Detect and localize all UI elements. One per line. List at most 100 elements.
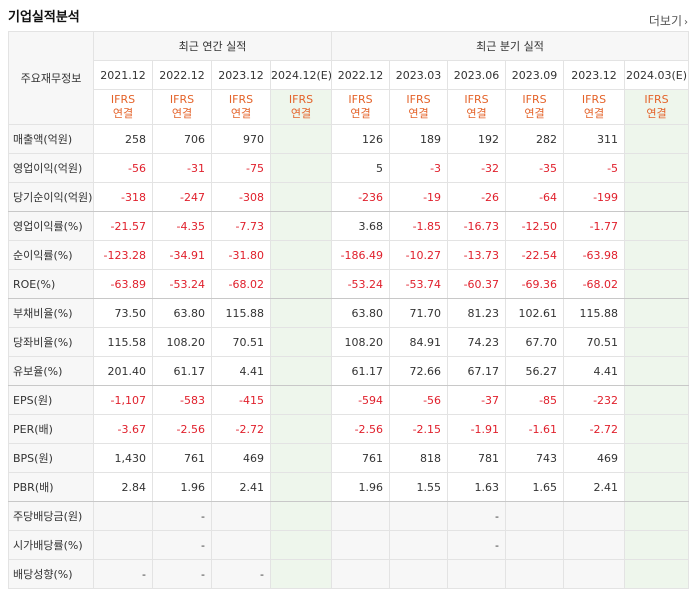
table-cell: 5: [331, 153, 391, 183]
table-cell: 67.70: [505, 327, 565, 357]
table-cell: [624, 414, 690, 444]
table-cell: [331, 501, 391, 531]
table-row: 당좌비율(%) 115.58 108.20 70.51 108.20 84.91 74.23…: [8, 327, 690, 357]
table-cell: [269, 240, 333, 270]
table-cell: [505, 530, 565, 560]
table-cell: [624, 443, 690, 473]
row-label: 부채비율(%): [8, 298, 94, 328]
basis-consolidated: 연결: [112, 107, 134, 120]
table-cell: -13.73: [447, 240, 507, 270]
table-cell: -63.89: [93, 269, 153, 299]
table-cell: 63.80: [152, 298, 212, 328]
table-cell: [93, 501, 153, 531]
table-cell: -19: [389, 182, 449, 212]
table-cell: [269, 559, 333, 589]
table-cell: -3: [389, 153, 449, 183]
table-row: PBR(배) 2.84 1.96 2.41 1.96 1.55 1.63 1.65 2.41: [8, 472, 690, 502]
table-cell: [624, 124, 690, 154]
table-cell: 3.68: [331, 211, 391, 241]
financial-table: 주요재무정보 최근 연간 실적 최근 분기 실적 2021.12 2022.12 2…: [8, 31, 690, 589]
table-cell: [269, 153, 333, 183]
table-cell: 61.17: [331, 356, 391, 386]
table-cell: 761: [152, 443, 212, 473]
basis-consolidated: 연결: [171, 107, 193, 120]
period-header: 2022.12: [152, 60, 212, 90]
table-cell: -56: [93, 153, 153, 183]
table-cell: [624, 298, 690, 328]
table-cell: [269, 530, 333, 560]
table-cell: [505, 559, 565, 589]
table-cell: [624, 153, 690, 183]
table-cell: 2.41: [211, 472, 271, 502]
table-row: PER(배) -3.67 -2.56 -2.72 -2.56 -2.15 -1.91 -1.6…: [8, 414, 690, 444]
table-cell: [389, 559, 449, 589]
period-header: 2022.12: [331, 60, 391, 90]
table-cell: -123.28: [93, 240, 153, 270]
table-cell: 706: [152, 124, 212, 154]
table-cell: 81.23: [447, 298, 507, 328]
row-label: PER(배): [8, 414, 94, 444]
table-cell: 781: [447, 443, 507, 473]
table-cell: -: [152, 530, 212, 560]
more-link[interactable]: 더보기 ›: [649, 12, 688, 29]
table-cell: 84.91: [389, 327, 449, 357]
section-title: 기업실적분석: [8, 10, 80, 25]
table-cell: 73.50: [93, 298, 153, 328]
table-cell: 2.41: [563, 472, 626, 502]
basis-consolidated: 연결: [290, 107, 312, 120]
table-cell: 1.96: [331, 472, 391, 502]
table-cell: [624, 269, 690, 299]
table-cell: 61.17: [152, 356, 212, 386]
table-cell: [269, 124, 333, 154]
table-cell: 818: [389, 443, 449, 473]
table-cell: [269, 414, 333, 444]
annual-group-header: 최근 연간 실적: [92, 31, 333, 61]
table-cell: [389, 530, 449, 560]
basis-ifrs: IFRS: [644, 93, 669, 106]
table-row: 부채비율(%) 73.50 63.80 115.88 63.80 71.70 81.23 10…: [8, 298, 690, 328]
table-cell: [624, 182, 690, 212]
basis-ifrs: IFRS: [464, 93, 489, 106]
basis-consolidated: 연결: [408, 107, 429, 120]
row-label: 배당성향(%): [8, 559, 94, 589]
table-cell: -2.15: [389, 414, 449, 444]
table-cell: -: [93, 559, 153, 589]
table-cell: 71.70: [389, 298, 449, 328]
table-cell: [624, 240, 690, 270]
table-cell: 72.66: [389, 356, 449, 386]
basis-header: IFRS 연결: [331, 89, 391, 125]
table-cell: 761: [331, 443, 391, 473]
table-row: BPS(원) 1,430 761 469 761 818 781 743 469: [8, 443, 690, 473]
table-row: 주당배당금(원) - -: [8, 501, 690, 531]
basis-header: IFRS 연결: [93, 89, 153, 125]
table-cell: 311: [563, 124, 626, 154]
table-row: 매출액(억원) 258 706 970 126 189 192 282 311: [8, 124, 690, 154]
table-cell: [269, 472, 333, 502]
basis-ifrs: IFRS: [169, 93, 195, 106]
table-cell: 70.51: [563, 327, 626, 357]
table-cell: [624, 327, 690, 357]
basis-consolidated: 연결: [466, 107, 487, 120]
basis-ifrs: IFRS: [406, 93, 431, 106]
table-cell: 115.88: [211, 298, 271, 328]
table-row: ROE(%) -63.89 -53.24 -68.02 -53.24 -53.74 -60.…: [8, 269, 690, 299]
table-cell: -186.49: [331, 240, 391, 270]
row-label: BPS(원): [8, 443, 94, 473]
table-cell: -: [152, 559, 212, 589]
table-cell: 56.27: [505, 356, 565, 386]
table-cell: -64: [505, 182, 565, 212]
table-cell: -318: [93, 182, 153, 212]
table-row: 시가배당률(%) - -: [8, 530, 690, 560]
basis-ifrs: IFRS: [110, 93, 136, 106]
period-header: 2023.09: [505, 60, 565, 90]
table-cell: -232: [563, 385, 626, 415]
basis-consolidated: 연결: [583, 107, 605, 120]
basis-header: IFRS 연결: [447, 89, 507, 125]
table-cell: [269, 298, 333, 328]
table-cell: 67.17: [447, 356, 507, 386]
table-cell: -2.56: [152, 414, 212, 444]
table-cell: 1.96: [152, 472, 212, 502]
table-cell: [269, 269, 333, 299]
table-row: 당기순이익(억원) -318 -247 -308 -236 -19 -26 -64 -199: [8, 182, 690, 212]
table-cell: -53.24: [331, 269, 391, 299]
